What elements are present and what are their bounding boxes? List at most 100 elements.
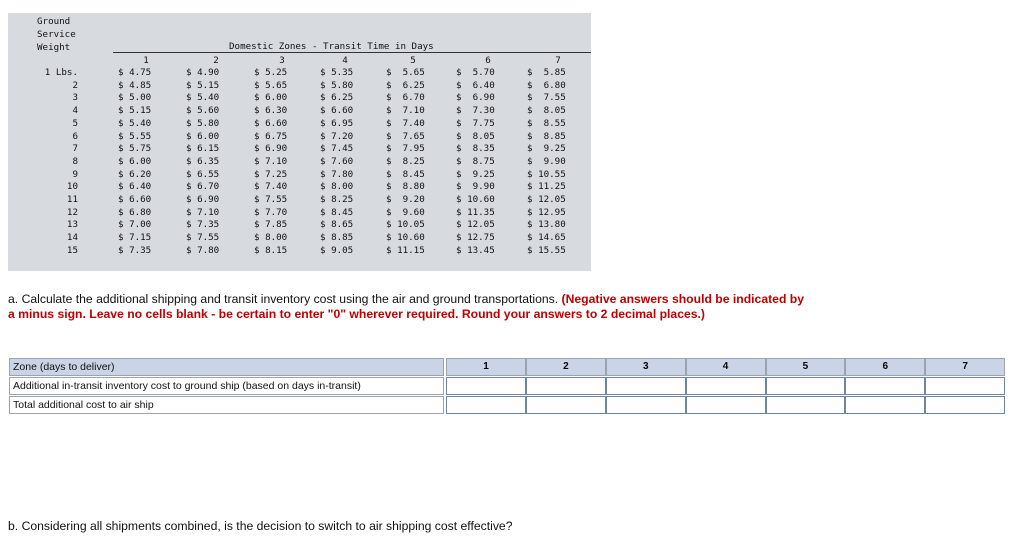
question-a-instruction: (Negative answers should be indicated by… <box>8 292 805 321</box>
rate-cell: $ 9.20 <box>386 194 425 205</box>
weight-cell: 4 <box>72 105 78 117</box>
rate-cell: $ 10.60 <box>386 232 425 244</box>
rate-cell: $ 7.35 <box>186 219 220 231</box>
rate-cell: $ 14.65 <box>527 232 566 244</box>
rate-row: 12 $ 6.80 $ 7.10 $ 7.70 $ 8.45 $ 9.60 $ 11.35 $… <box>8 207 591 220</box>
zone-header-2: 2 <box>213 55 219 66</box>
answer-input-transit-zone-3[interactable] <box>605 377 686 395</box>
zone-header-row: 1 2 3 4 5 6 7 <box>8 52 591 66</box>
rate-cell: $ 10.05 <box>386 219 425 231</box>
weight-cell: 6 <box>72 130 78 142</box>
rate-row: 3 $ 5.00 $ 5.40 $ 6.00 $ 6.25 $ 6.70 $ 6.90 $ 7… <box>8 92 591 105</box>
question-a-text: Calculate the additional shipping and tr… <box>21 292 559 306</box>
rate-cell: $ 10.55 <box>527 168 566 180</box>
rate-cell: $ 8.00 <box>320 181 354 193</box>
answer-input-air-zone-3[interactable] <box>605 396 686 414</box>
rate-cell: $ 6.20 <box>118 168 152 180</box>
rate-cell: $ 8.05 <box>456 130 495 142</box>
rate-cell: $ 5.15 <box>186 79 220 91</box>
title-rule <box>113 52 591 53</box>
answer-input-air-zone-7[interactable] <box>925 396 1006 414</box>
answer-input-transit-zone-2[interactable] <box>525 377 606 395</box>
rate-row: 7 $ 5.75 $ 6.15 $ 6.90 $ 7.45 $ 7.95 $ 8.35 $ 9… <box>8 143 591 156</box>
rate-cell: $ 5.65 <box>254 79 288 91</box>
rate-cell: $ 6.55 <box>186 168 220 180</box>
answer-input-transit-zone-1[interactable] <box>446 377 526 395</box>
answer-input-air-zone-6[interactable] <box>845 396 926 414</box>
rate-cell: $ 7.20 <box>320 130 354 142</box>
rate-row: 4 $ 5.15 $ 5.60 $ 6.30 $ 6.60 $ 7.10 $ 7.30 $ 8… <box>8 105 591 118</box>
weight-cell: 14 <box>66 232 78 244</box>
rate-cell: $ 12.05 <box>456 219 495 231</box>
rate-cell: $ 7.00 <box>118 219 152 231</box>
zones-title: Domestic Zones - Transit Time in Days <box>229 41 434 52</box>
rate-cell: $ 15.55 <box>527 244 566 256</box>
rate-cell: $ 7.55 <box>186 232 220 244</box>
rate-cell: $ 9.90 <box>527 155 566 167</box>
rate-cell: $ 13.45 <box>456 244 495 256</box>
answer-input-transit-zone-6[interactable] <box>845 377 926 395</box>
zone-col-4: 4 <box>685 358 766 376</box>
rate-cell: $ 5.35 <box>320 67 354 78</box>
rate-cell: $ 6.00 <box>186 130 220 142</box>
answer-input-transit-zone-5[interactable] <box>765 377 846 395</box>
zone-col-7: 7 <box>925 358 1006 376</box>
rate-row: 8 $ 6.00 $ 6.35 $ 7.10 $ 7.60 $ 8.25 $ 8.75 $ 9… <box>8 156 591 169</box>
rate-cell: $ 7.40 <box>254 181 288 193</box>
zone-header-4: 4 <box>342 55 348 66</box>
answer-input-air-zone-4[interactable] <box>685 396 766 414</box>
rate-cell: $ 4.90 <box>186 67 220 78</box>
rate-row: 14 $ 7.15 $ 7.55 $ 8.00 $ 8.85 $ 10.60 $ 12.75… <box>8 232 591 245</box>
zone-header-6: 6 <box>485 55 491 66</box>
rate-cell: $ 8.35 <box>456 143 495 155</box>
rate-cell: $ 5.40 <box>118 117 152 129</box>
rate-cell: $ 6.60 <box>320 105 354 117</box>
zone-header-3: 3 <box>279 55 285 66</box>
answer-input-transit-zone-7[interactable] <box>925 377 1006 395</box>
weight-cell: 13 <box>66 219 78 231</box>
answer-input-air-zone-1[interactable] <box>446 396 526 414</box>
zone-header-5: 5 <box>410 55 416 66</box>
rate-row: 5 $ 5.40 $ 5.80 $ 6.60 $ 6.95 $ 7.40 $ 7.75 $ 8… <box>8 118 591 131</box>
question-a: a. Calculate the additional shipping and… <box>8 292 808 322</box>
rate-cell: $ 7.10 <box>186 206 220 218</box>
weight-cell: 3 <box>72 92 78 104</box>
answer-input-air-zone-2[interactable] <box>525 396 606 414</box>
rate-row: 1 Lbs. $ 4.75 $ 4.90 $ 5.25 $ 5.35 $ 5.65 $ 5.… <box>8 67 591 80</box>
rate-cell: $ 7.30 <box>456 105 495 117</box>
rate-cell: $ 12.05 <box>527 194 566 205</box>
rate-cell: $ 6.30 <box>254 105 288 117</box>
weight-cell: 10 <box>66 181 78 193</box>
rate-cell: $ 7.70 <box>254 206 288 218</box>
rate-cell: $ 5.80 <box>320 79 354 91</box>
zone-col-5: 5 <box>765 358 846 376</box>
rate-cell: $ 8.80 <box>386 181 425 193</box>
rate-cell: $ 7.10 <box>386 105 425 117</box>
rate-cell: $ 6.35 <box>186 155 220 167</box>
rate-cell: $ 9.05 <box>320 244 354 256</box>
rate-row: 13 $ 7.00 $ 7.35 $ 7.85 $ 8.65 $ 10.05 $ 12.05… <box>8 219 591 232</box>
rate-cell: $ 7.80 <box>320 168 354 180</box>
rate-cell: $ 7.60 <box>320 155 354 167</box>
rate-cell: $ 9.90 <box>456 181 495 193</box>
rate-cell: $ 5.65 <box>386 67 425 78</box>
zone-header-7: 7 <box>555 55 561 66</box>
zone-col-1: 1 <box>446 358 526 376</box>
rate-cell: $ 8.75 <box>456 155 495 167</box>
rate-cell: $ 7.65 <box>386 130 425 142</box>
rate-row: 2 $ 4.85 $ 5.15 $ 5.65 $ 5.80 $ 6.25 $ 6.40 $ 6… <box>8 80 591 93</box>
rate-cell: $ 5.00 <box>118 92 152 104</box>
rate-cell: $ 6.60 <box>118 194 152 205</box>
weight-cell: 11 <box>66 194 78 205</box>
rate-cell: $ 6.15 <box>186 143 220 155</box>
answer-input-air-zone-5[interactable] <box>765 396 846 414</box>
rate-cell: $ 8.85 <box>527 130 566 142</box>
rate-cell: $ 7.40 <box>386 117 425 129</box>
rate-cell: $ 7.15 <box>118 232 152 244</box>
answer-input-transit-zone-4[interactable] <box>685 377 766 395</box>
rate-cell: $ 9.25 <box>527 143 566 155</box>
rate-cell: $ 5.80 <box>186 117 220 129</box>
weight-header-line-1: Ground <box>37 16 71 27</box>
question-a-prefix: a. <box>8 292 19 306</box>
rate-cell: $ 8.00 <box>254 232 288 244</box>
